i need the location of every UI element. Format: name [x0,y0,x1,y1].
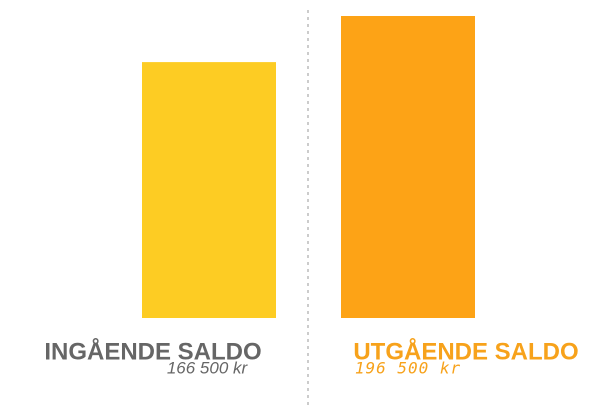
category-label: UTGÅENDE SALDO [353,337,578,365]
bar [142,62,276,318]
bar [341,16,475,318]
category-label: INGÅENDE SALDO [44,337,261,365]
value-label: 166 500 kr [167,358,249,377]
value-label: 196 500 kr [355,359,461,378]
